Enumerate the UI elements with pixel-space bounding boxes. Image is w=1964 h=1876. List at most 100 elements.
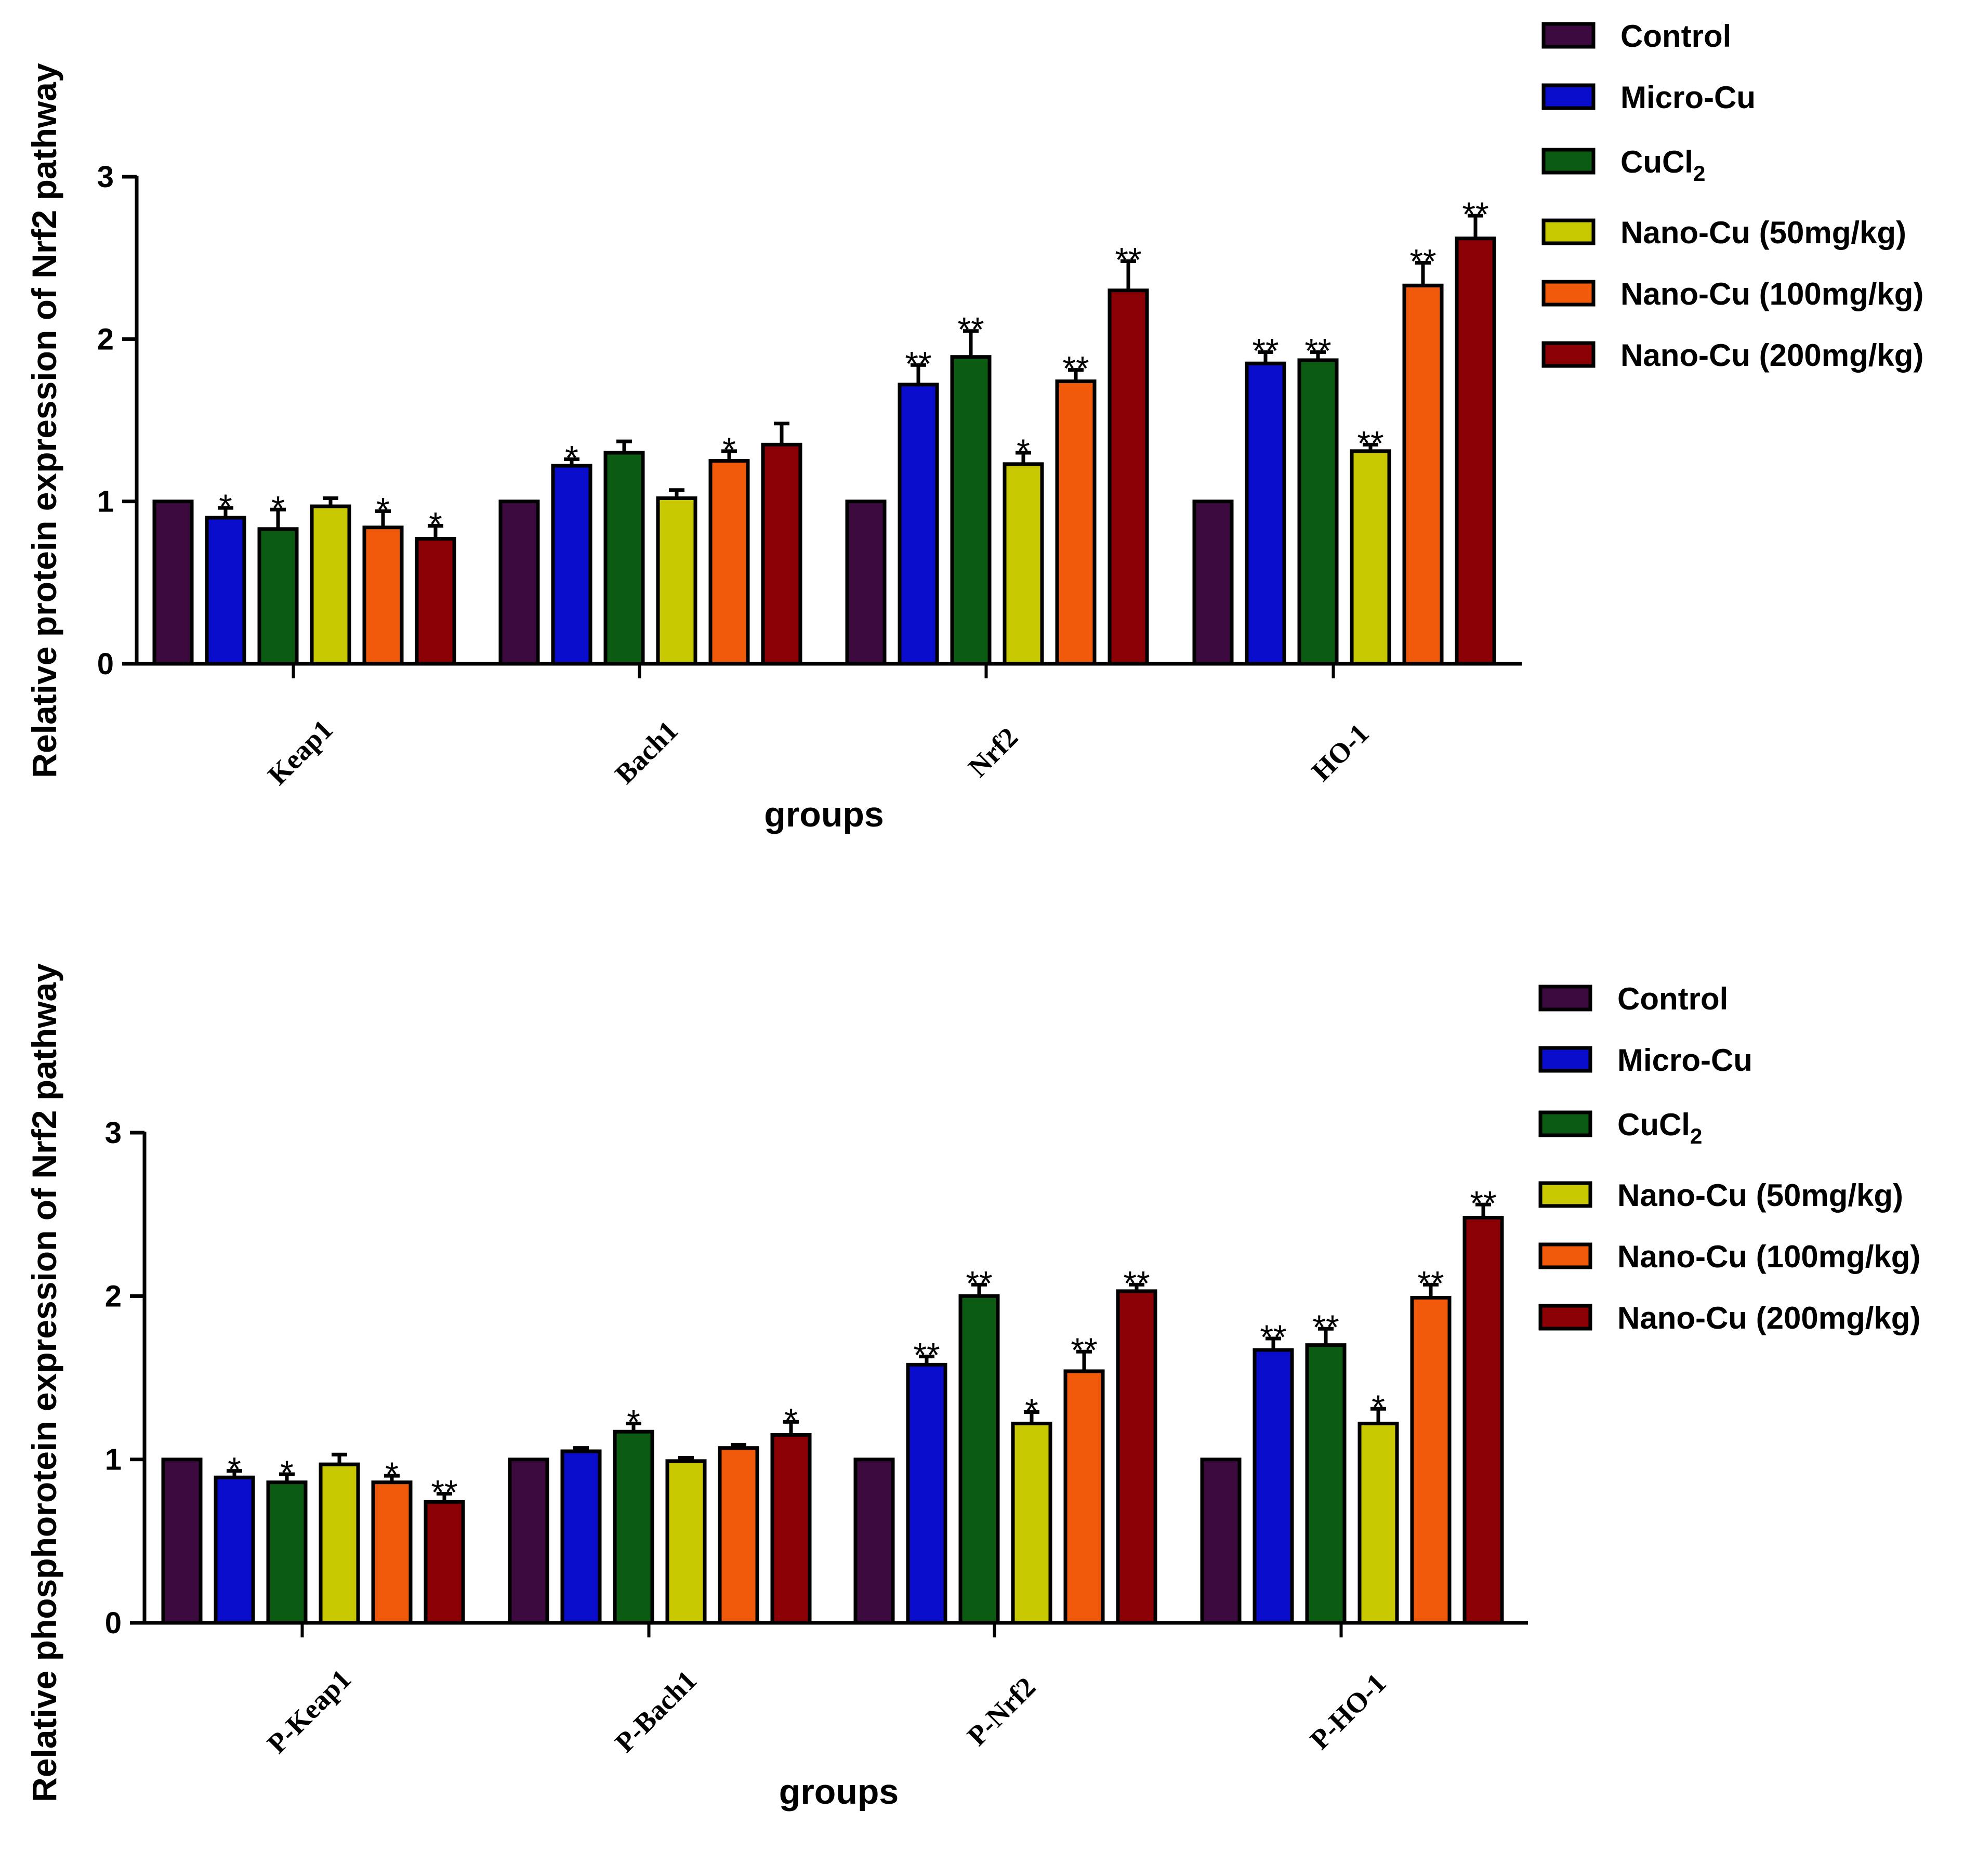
bar [1116, 1289, 1157, 1625]
bar [718, 1446, 759, 1625]
significance-mark: ** [1304, 331, 1331, 370]
legend-item: Nano-Cu (200mg/kg) [1538, 1301, 1920, 1335]
bar [603, 451, 645, 666]
significance-mark: ** [1062, 349, 1089, 388]
legend-swatch [1538, 1110, 1592, 1137]
y-tick-label: 0 [105, 1606, 122, 1640]
bar [560, 1449, 602, 1625]
legend-item: Micro-Cu [1538, 1043, 1752, 1078]
bar [906, 1362, 947, 1625]
y-tick-label: 1 [105, 1443, 122, 1477]
legend-label: Nano-Cu (200mg/kg) [1617, 1301, 1920, 1335]
category-group-P-HO-1: ** *******P-HO-1 [1200, 1184, 1504, 1755]
chart-panel-2: * * * **P-Keap1* *P-Bach1*********P-Nrf2** **… [25, 963, 1920, 1812]
bar [152, 500, 194, 666]
significance-mark: ** [1409, 242, 1436, 281]
category-group-HO-1: ** ** ** ** ** HO-1 [1192, 195, 1496, 787]
category-label: P-Bach1 [609, 1664, 703, 1758]
legend-item: Control [1538, 981, 1728, 1016]
legend-label: CuCl2 [1620, 145, 1705, 186]
legend-swatch [1541, 148, 1596, 175]
bar [1055, 379, 1097, 666]
bar [161, 1458, 203, 1625]
x-axis-title: groups [764, 795, 884, 834]
bar [845, 500, 887, 666]
significance-mark: * [627, 1403, 640, 1441]
bar [1305, 1343, 1347, 1625]
bar [266, 1480, 308, 1625]
bar [1245, 361, 1286, 666]
y-tick-label: 2 [97, 322, 114, 356]
bar [770, 1433, 812, 1625]
legend-swatch [1541, 280, 1596, 307]
bar [424, 1500, 465, 1625]
significance-mark: ** [966, 1264, 992, 1302]
y-tick-label: 3 [97, 160, 114, 194]
y-tick-label: 3 [105, 1116, 122, 1150]
category-label: Keap1 [262, 714, 339, 791]
bar [958, 1294, 1000, 1625]
legend-item: Nano-Cu (200mg/kg) [1541, 338, 1923, 373]
legend-swatch [1538, 1242, 1592, 1269]
significance-mark: * [385, 1455, 399, 1493]
bar [708, 459, 750, 666]
bar [1003, 462, 1044, 666]
y-axis-title: Relative phosphorotein expression of Nrf… [25, 963, 63, 1802]
bar [205, 516, 246, 666]
bar [319, 1462, 360, 1625]
bar [1350, 449, 1391, 666]
legend-label: Nano-Cu (100mg/kg) [1620, 277, 1923, 311]
legend-swatch [1541, 218, 1596, 245]
category-label: HO-1 [1306, 717, 1375, 787]
legend-swatch [1538, 1181, 1592, 1208]
legend: Control Micro-Cu CuCl2 Nano-Cu (50mg/kg) Nan… [1541, 19, 1923, 373]
bar [362, 526, 404, 666]
significance-mark: ** [905, 344, 931, 383]
category-group-P-Bach1: * * P-Bach1 [508, 1401, 812, 1758]
legend-swatch [1538, 985, 1592, 1012]
significance-mark: * [271, 489, 285, 527]
legend-label-subscript: 2 [1693, 161, 1705, 186]
legend-label: Micro-Cu [1617, 1043, 1752, 1078]
significance-mark: ** [1252, 331, 1278, 370]
category-group-Nrf2: *********Nrf2 [845, 240, 1149, 783]
bar [950, 355, 992, 666]
bar [613, 1429, 654, 1625]
bar [214, 1475, 255, 1625]
legend-label: Nano-Cu (50mg/kg) [1620, 215, 1906, 250]
significance-mark: * [228, 1450, 241, 1489]
bar [898, 383, 939, 666]
legend: Control Micro-Cu CuCl2 Nano-Cu (50mg/kg) Nan… [1538, 981, 1920, 1335]
y-tick-label: 0 [97, 647, 114, 681]
category-group-P-Keap1: * * * **P-Keap1 [161, 1450, 465, 1760]
bar [1410, 1295, 1452, 1625]
legend-item: Nano-Cu (50mg/kg) [1541, 215, 1906, 250]
bar [415, 537, 456, 666]
significance-mark: * [429, 505, 442, 544]
significance-mark: ** [1417, 1264, 1444, 1302]
significance-mark: ** [1115, 240, 1141, 279]
bar [656, 496, 697, 666]
legend-swatch [1538, 1046, 1592, 1073]
bar [1455, 237, 1496, 666]
bar [761, 442, 802, 666]
bar [1200, 1458, 1242, 1625]
significance-mark: * [219, 487, 232, 526]
bar [1011, 1422, 1052, 1625]
significance-mark: ** [1312, 1308, 1339, 1346]
significance-mark: ** [1357, 424, 1383, 462]
bar [1063, 1369, 1105, 1625]
legend-label: CuCl2 [1617, 1107, 1702, 1148]
significance-mark: ** [1470, 1184, 1496, 1222]
bar [1192, 500, 1234, 666]
bar [498, 500, 540, 666]
bar [1462, 1215, 1504, 1625]
legend-item: Nano-Cu (100mg/kg) [1538, 1239, 1920, 1274]
significance-mark: * [1017, 432, 1030, 470]
legend-item: Nano-Cu (50mg/kg) [1538, 1178, 1903, 1213]
category-group-Bach1: * * Bach1 [498, 422, 802, 790]
bar [1357, 1422, 1399, 1625]
bar [257, 527, 299, 666]
significance-mark: * [784, 1401, 798, 1439]
legend-item: CuCl2 [1541, 145, 1705, 186]
